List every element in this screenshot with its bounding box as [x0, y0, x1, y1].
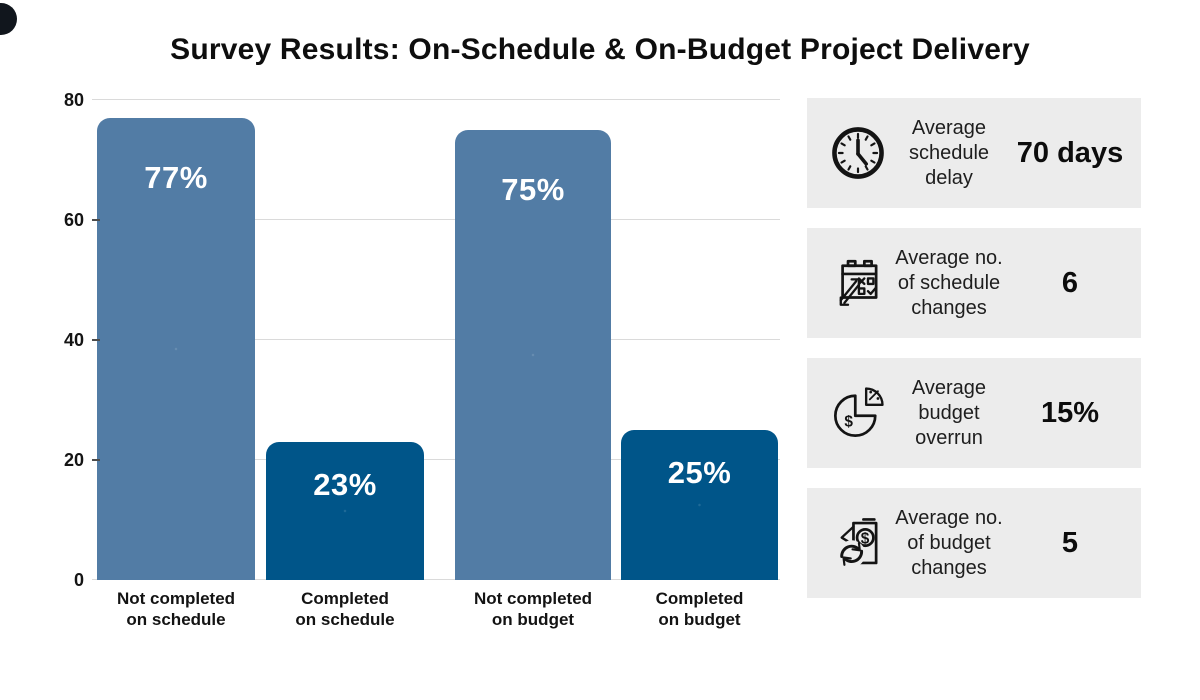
stat-card: Average no. of schedule changes 6 — [807, 228, 1141, 338]
bar-value-label: 23% — [313, 467, 377, 502]
y-tick-label: 0 — [73, 570, 84, 590]
y-tick-mark — [92, 459, 100, 461]
grid-line — [92, 99, 780, 100]
bar: 25% — [621, 430, 778, 580]
stat-value: 5 — [1061, 526, 1079, 559]
y-tick-mark — [92, 219, 100, 221]
stats-panel: Average schedule delay 70 days Average no… — [807, 98, 1141, 598]
category-label: Completed on schedule — [250, 588, 440, 630]
bar: 77% — [97, 118, 255, 580]
bar-chart: 77% 23% 75% 25% 0 20 40 60 80 Not completed on sc… — [63, 90, 795, 630]
stat-value: 15% — [1040, 396, 1100, 429]
chart-title: Survey Results: On-Schedule & On-Budget … — [170, 33, 1030, 66]
bar-value-label: 75% — [501, 172, 565, 207]
category-label: Not completed on budget — [438, 588, 628, 630]
category-label-line: Completed — [655, 589, 744, 608]
plot-area: 77% 23% 75% 25% — [92, 99, 780, 580]
category-label-line: on budget — [658, 610, 741, 629]
y-tick-label: 80 — [63, 90, 84, 110]
stat-card: $ Average no. of budget changes 5 — [807, 488, 1141, 598]
stat-label: Average schedule delay — [908, 116, 990, 189]
y-tick-label: 40 — [63, 330, 84, 350]
category-label-line: Not completed — [473, 589, 593, 608]
bar: 23% — [266, 442, 424, 580]
category-label-line: on schedule — [126, 610, 226, 629]
clock-icon — [829, 124, 887, 182]
bar-value-label: 25% — [667, 455, 732, 490]
stat-label: Average budget overrun — [911, 376, 987, 449]
grid-line — [92, 579, 780, 580]
y-tick-label: 60 — [63, 210, 84, 230]
bar-value-label: 77% — [144, 160, 208, 195]
grid-line — [92, 219, 780, 220]
category-label-line: Completed — [301, 589, 389, 608]
schedule-changes-icon — [829, 254, 887, 312]
y-tick-mark — [92, 339, 100, 341]
category-label-line: on budget — [491, 610, 575, 629]
budget-overrun-icon: $ — [829, 384, 887, 442]
stat-value: 70 days — [1016, 136, 1124, 169]
category-label-line: Not completed — [116, 589, 236, 608]
stat-card: Average schedule delay 70 days — [807, 98, 1141, 208]
stat-label: Average no. of schedule changes — [895, 246, 1003, 319]
category-label: Completed on budget — [605, 588, 795, 630]
category-label: Not completed on schedule — [81, 588, 271, 630]
svg-text:$: $ — [861, 530, 870, 547]
stat-value: 6 — [1061, 266, 1079, 299]
corner-decoration — [0, 3, 17, 35]
grid-line — [92, 459, 780, 460]
budget-changes-icon: $ — [829, 514, 887, 572]
bar: 75% — [455, 130, 611, 580]
category-label-line: on schedule — [295, 610, 395, 629]
stat-label: Average no. of budget changes — [895, 506, 1003, 579]
svg-text:$: $ — [844, 414, 853, 431]
y-tick-label: 20 — [63, 450, 84, 470]
grid-line — [92, 339, 780, 340]
stat-card: $ Average budget overrun 15% — [807, 358, 1141, 468]
